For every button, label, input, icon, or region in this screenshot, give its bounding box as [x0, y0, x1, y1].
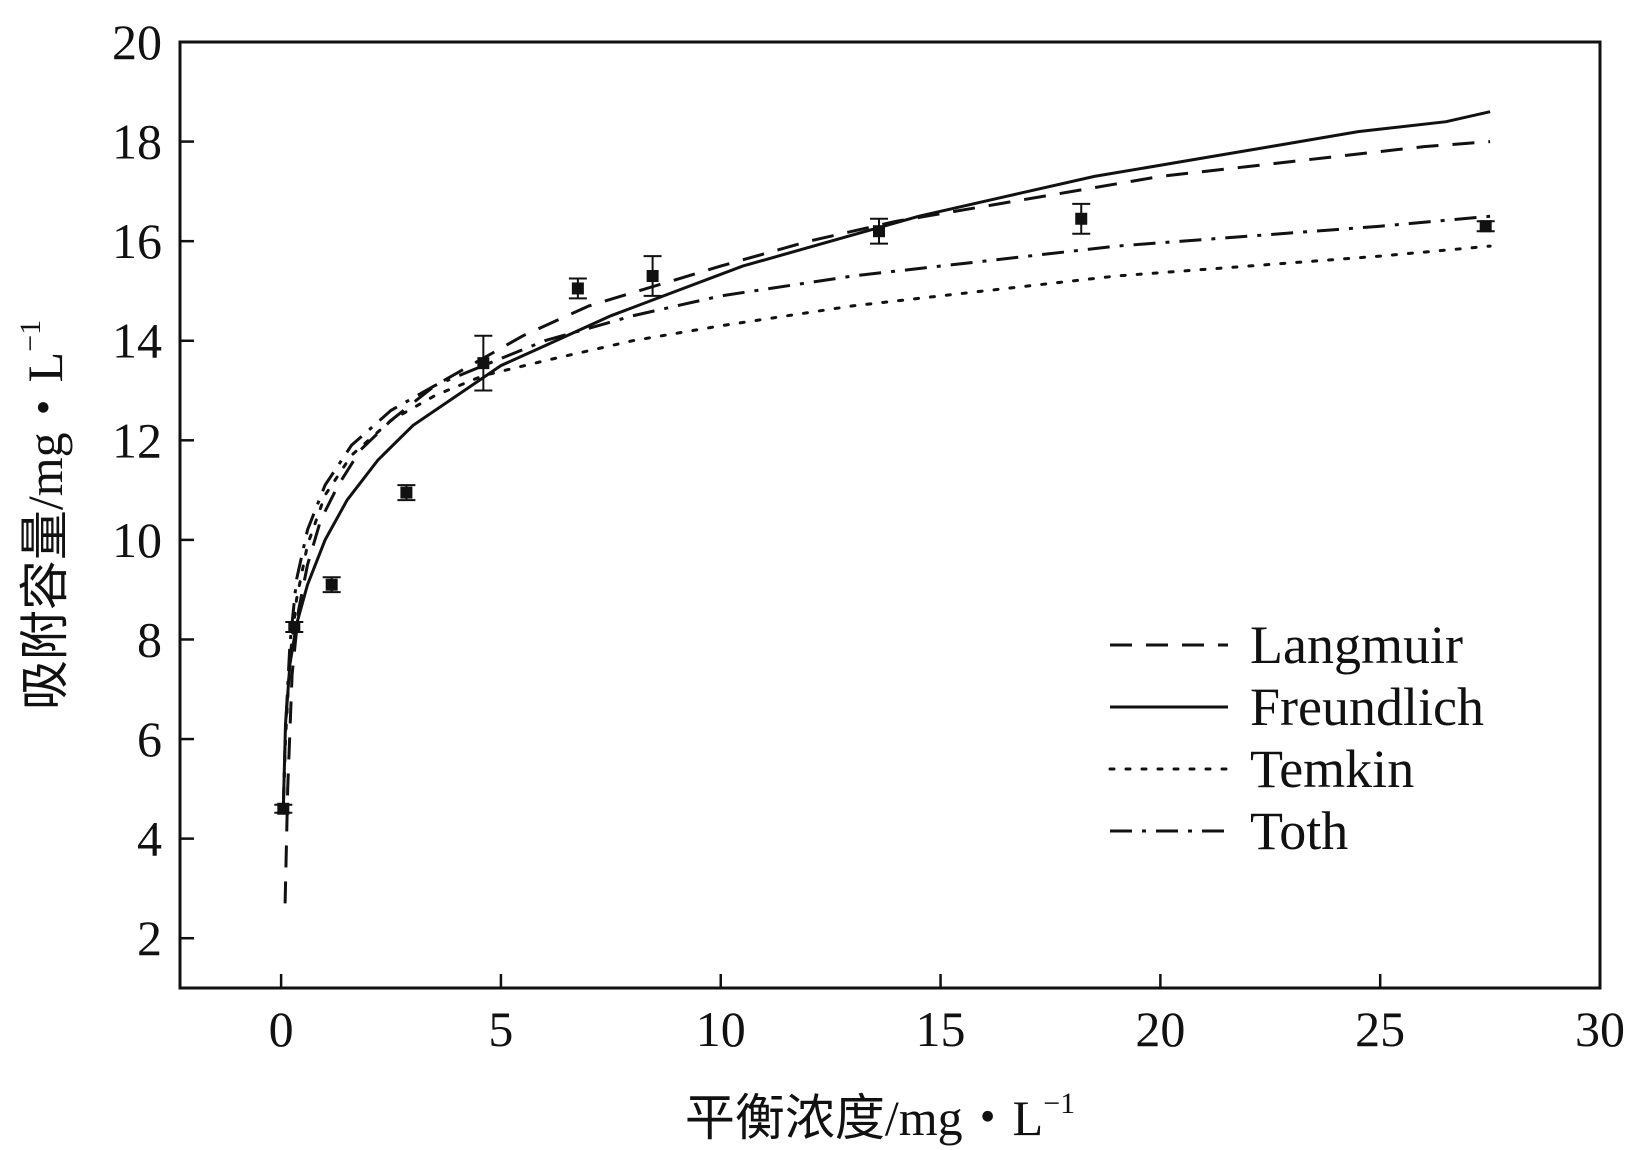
y-tick-label: 4	[137, 811, 162, 867]
x-axis-ticks: 0 5 10 15 20 25 30	[269, 974, 1625, 1057]
x-axis-label-main: 平衡浓度/mg・L	[685, 1090, 1043, 1146]
y-axis-label-sup: −1	[14, 320, 47, 352]
x-tick-label: 10	[696, 1001, 746, 1057]
data-point-marker	[1479, 220, 1492, 233]
legend-label-temkin: Temkin	[1250, 739, 1414, 799]
x-tick-label: 25	[1355, 1001, 1405, 1057]
observed-data-points	[274, 202, 1495, 815]
legend-label-langmuir: Langmuir	[1250, 615, 1463, 675]
data-point-marker	[873, 225, 886, 238]
data-point-marker	[477, 357, 490, 370]
x-tick-label: 5	[488, 1001, 513, 1057]
y-axis-label-main: 吸附容量/mg・L	[17, 352, 73, 710]
data-point-marker	[288, 621, 301, 634]
y-tick-label: 2	[137, 910, 162, 966]
x-tick-label: 20	[1135, 1001, 1185, 1057]
data-point-marker	[325, 578, 338, 591]
y-tick-label: 10	[112, 512, 162, 568]
series-line-langmuir	[283, 140, 1491, 904]
y-tick-label: 20	[112, 14, 162, 70]
series-line-temkin	[281, 244, 1492, 811]
data-point-marker	[646, 270, 659, 283]
y-axis-label: 吸附容量/mg・L−1	[14, 320, 73, 710]
x-tick-label: 30	[1575, 1001, 1625, 1057]
y-tick-label: 16	[112, 213, 162, 269]
legend-label-freundlich: Freundlich	[1250, 677, 1484, 737]
y-tick-label: 6	[137, 711, 162, 767]
legend-label-toth: Toth	[1250, 801, 1348, 861]
data-point-marker	[571, 282, 584, 295]
y-tick-label: 18	[112, 114, 162, 170]
data-point-marker	[1075, 212, 1088, 225]
x-tick-label: 0	[269, 1001, 294, 1057]
x-axis-label-sup: −1	[1043, 1087, 1075, 1120]
fitted-curves	[281, 110, 1492, 904]
data-point-marker	[400, 486, 413, 499]
y-axis-ticks: 2 4 6 8 10 12 14 16 18 20	[112, 14, 194, 966]
y-tick-label: 8	[137, 611, 162, 667]
y-tick-label: 12	[112, 412, 162, 468]
x-tick-label: 15	[916, 1001, 966, 1057]
plot-area-frame	[178, 40, 1602, 990]
y-tick-label: 14	[112, 313, 162, 369]
data-point-marker	[277, 802, 290, 815]
x-axis-label: 平衡浓度/mg・L−1	[685, 1087, 1075, 1146]
